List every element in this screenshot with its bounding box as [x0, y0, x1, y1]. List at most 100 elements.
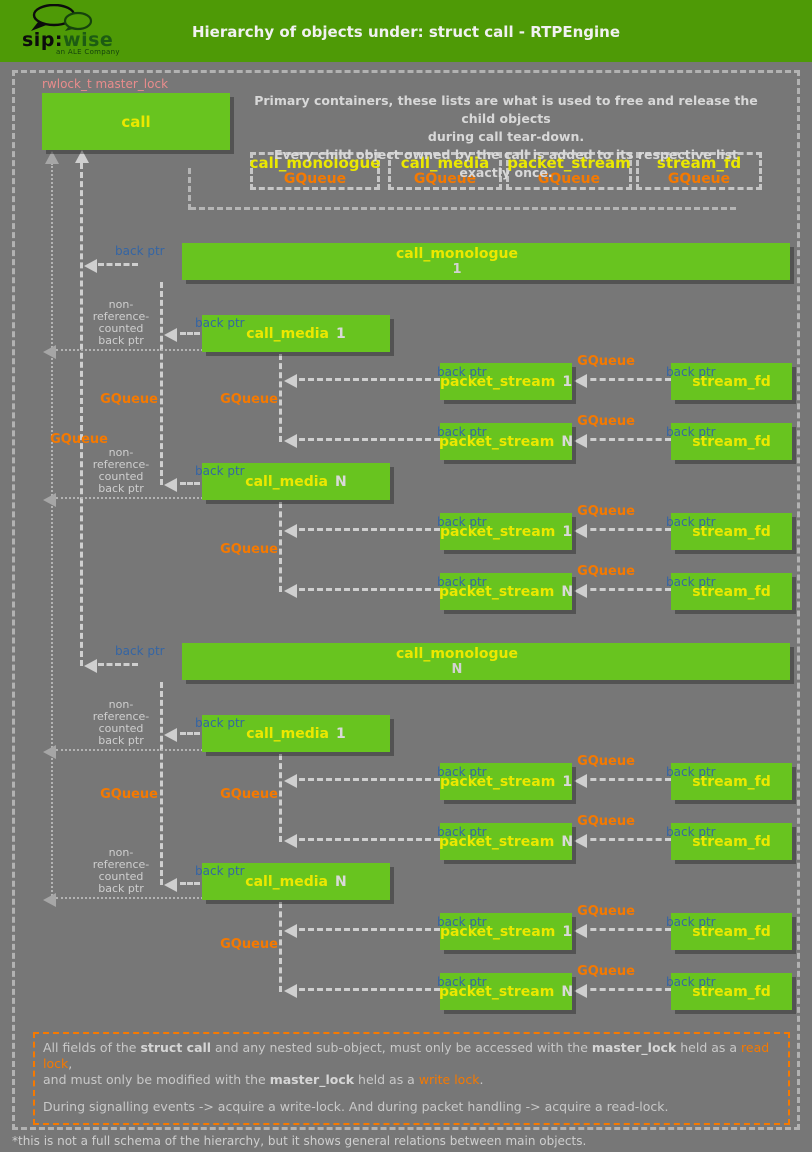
box-index: 1 — [562, 523, 573, 540]
gqueue-label: GQueue — [220, 542, 278, 557]
connector-line — [56, 749, 203, 751]
arrow-left-icon — [84, 659, 97, 673]
header: sip:wise an ALE Company Hierarchy of obj… — [0, 0, 812, 62]
arrow-left-icon — [574, 434, 587, 448]
back-ptr-label: back ptr — [437, 975, 487, 989]
non-ref-back-ptr-line: reference- — [92, 710, 150, 723]
non-ref-back-ptr-label: non-reference-counted back ptr — [66, 299, 176, 347]
gqueue-label: GQueue — [577, 814, 635, 829]
primary-containers-note-line: during call tear-down. — [427, 129, 585, 144]
back-ptr-label: back ptr — [437, 575, 487, 589]
non-ref-back-ptr-line: non- — [108, 698, 134, 711]
box-index: N — [334, 873, 347, 890]
non-ref-back-ptr-line: back ptr — [98, 334, 144, 347]
connector-line — [98, 263, 138, 266]
box-index: 1 — [452, 262, 462, 277]
back-ptr-label: back ptr — [666, 575, 716, 589]
container-type: GQueue — [283, 171, 347, 187]
gqueue-label: GQueue — [577, 754, 635, 769]
connector-line — [290, 528, 440, 531]
packet-stream-1-box: packet_stream 1 — [440, 913, 572, 950]
non-ref-back-ptr-line: non- — [108, 846, 134, 859]
back-ptr-label: back ptr — [437, 765, 487, 779]
locking-rules-segment: read lock — [43, 1040, 770, 1071]
locking-rules-line: During signalling events -> acquire a wr… — [43, 1099, 780, 1115]
connector-line — [180, 332, 200, 335]
box-title: packet_stream — [439, 373, 556, 390]
non-ref-back-ptr-label: non-reference-counted back ptr — [66, 847, 176, 895]
arrow-left-icon — [574, 584, 587, 598]
box-title: call_monologue — [395, 646, 519, 662]
back-ptr-label: back ptr — [666, 515, 716, 529]
box-index: N — [561, 583, 574, 600]
container-title: call_media — [400, 154, 490, 172]
arrow-up-icon — [45, 151, 59, 164]
arrow-up-icon — [75, 150, 89, 163]
arrow-left-icon — [574, 924, 587, 938]
locking-rules-segment: held as a — [676, 1040, 742, 1055]
locking-rules-line: All fields of the struct call and any ne… — [43, 1040, 780, 1072]
back-ptr-label: back ptr — [115, 644, 165, 658]
gqueue-label: GQueue — [577, 904, 635, 919]
locking-rules-segment: master_lock — [269, 1072, 355, 1087]
arrow-left-icon — [284, 924, 297, 938]
locking-rules-segment: , — [68, 1056, 73, 1071]
locking-rules-segment: During signalling events -> acquire a wr… — [43, 1099, 669, 1114]
box-title: stream_fd — [692, 523, 771, 540]
call-media-n-box: call_media N — [202, 463, 390, 500]
connector-line — [279, 902, 282, 992]
arrow-left-icon — [284, 584, 297, 598]
box-index: N — [561, 433, 574, 450]
back-ptr-label: back ptr — [666, 915, 716, 929]
back-ptr-label: back ptr — [115, 244, 165, 258]
box-index: 1 — [562, 773, 573, 790]
call-media-1-box: call_media 1 — [202, 715, 390, 752]
non-ref-back-ptr-line: reference- — [92, 858, 150, 871]
arrow-left-icon — [43, 345, 56, 359]
locking-rules-segment: . — [479, 1072, 484, 1087]
box-title: stream_fd — [692, 923, 771, 940]
container-packet-stream: packet_stream GQueue — [506, 152, 632, 190]
arrow-left-icon — [43, 893, 56, 907]
connector-line — [180, 882, 200, 885]
primary-containers-note-line: Every child object owned by the call is … — [273, 147, 739, 180]
connector-line — [279, 754, 282, 842]
connector-line — [290, 988, 440, 991]
locking-rules-segment: master_lock — [591, 1040, 677, 1055]
arrow-left-icon — [574, 774, 587, 788]
connector-line — [190, 207, 736, 210]
gqueue-label: GQueue — [220, 937, 278, 952]
gqueue-label: GQueue — [220, 787, 278, 802]
box-title: packet_stream — [438, 983, 555, 1000]
non-ref-back-ptr-line: non- — [108, 298, 134, 311]
box-title: stream_fd — [692, 373, 771, 390]
back-ptr-label: back ptr — [437, 915, 487, 929]
packet-stream-n-box: packet_stream N — [438, 973, 574, 1010]
stream-fd-box: stream_fd — [671, 913, 792, 950]
call-monologue-1-box: call_monologue 1 — [182, 243, 790, 280]
container-call-monologue: call_monologue GQueue — [250, 152, 380, 190]
call-media-1-box: call_media 1 — [202, 315, 390, 352]
arrow-left-icon — [164, 478, 177, 492]
box-index: N — [561, 983, 574, 1000]
gqueue-label: GQueue — [577, 414, 635, 429]
container-type: GQueue — [413, 171, 477, 187]
call-monologue-n-box: call_monologue N — [182, 643, 790, 680]
gqueue-label: GQueue — [100, 392, 158, 407]
stream-fd-box: stream_fd — [671, 823, 792, 860]
locking-rules-segment: All fields of the — [43, 1040, 141, 1055]
gqueue-label: GQueue — [50, 432, 108, 447]
non-ref-back-ptr-line: counted — [98, 870, 144, 883]
primary-containers-note: Primary containers, these lists are what… — [250, 92, 762, 182]
non-ref-back-ptr-line: counted — [98, 470, 144, 483]
connector-line — [56, 349, 203, 351]
connector-line — [581, 988, 671, 991]
packet-stream-1-box: packet_stream 1 — [440, 513, 572, 550]
non-ref-back-ptr-label: non-reference-counted back ptr — [66, 699, 176, 747]
box-title: stream_fd — [692, 983, 771, 1000]
packet-stream-n-box: packet_stream N — [439, 823, 573, 860]
gqueue-label: GQueue — [577, 564, 635, 579]
box-title: call_media — [245, 473, 328, 490]
box-title: packet_stream — [439, 923, 556, 940]
non-ref-back-ptr-line: counted — [98, 322, 144, 335]
